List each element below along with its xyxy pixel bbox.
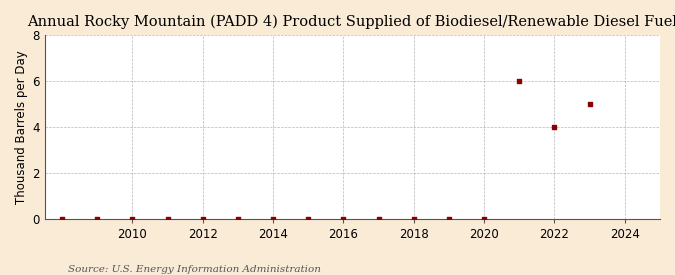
Point	[57, 216, 68, 221]
Y-axis label: Thousand Barrels per Day: Thousand Barrels per Day	[15, 50, 28, 204]
Point	[162, 216, 173, 221]
Point	[408, 216, 419, 221]
Point	[338, 216, 349, 221]
Point	[303, 216, 314, 221]
Point	[549, 125, 560, 129]
Point	[233, 216, 244, 221]
Point	[92, 216, 103, 221]
Point	[479, 216, 489, 221]
Point	[127, 216, 138, 221]
Point	[268, 216, 279, 221]
Point	[585, 101, 595, 106]
Point	[514, 79, 524, 83]
Title: Annual Rocky Mountain (PADD 4) Product Supplied of Biodiesel/Renewable Diesel Fu: Annual Rocky Mountain (PADD 4) Product S…	[27, 15, 675, 29]
Point	[197, 216, 208, 221]
Point	[443, 216, 454, 221]
Text: Source: U.S. Energy Information Administration: Source: U.S. Energy Information Administ…	[68, 265, 321, 274]
Point	[373, 216, 384, 221]
